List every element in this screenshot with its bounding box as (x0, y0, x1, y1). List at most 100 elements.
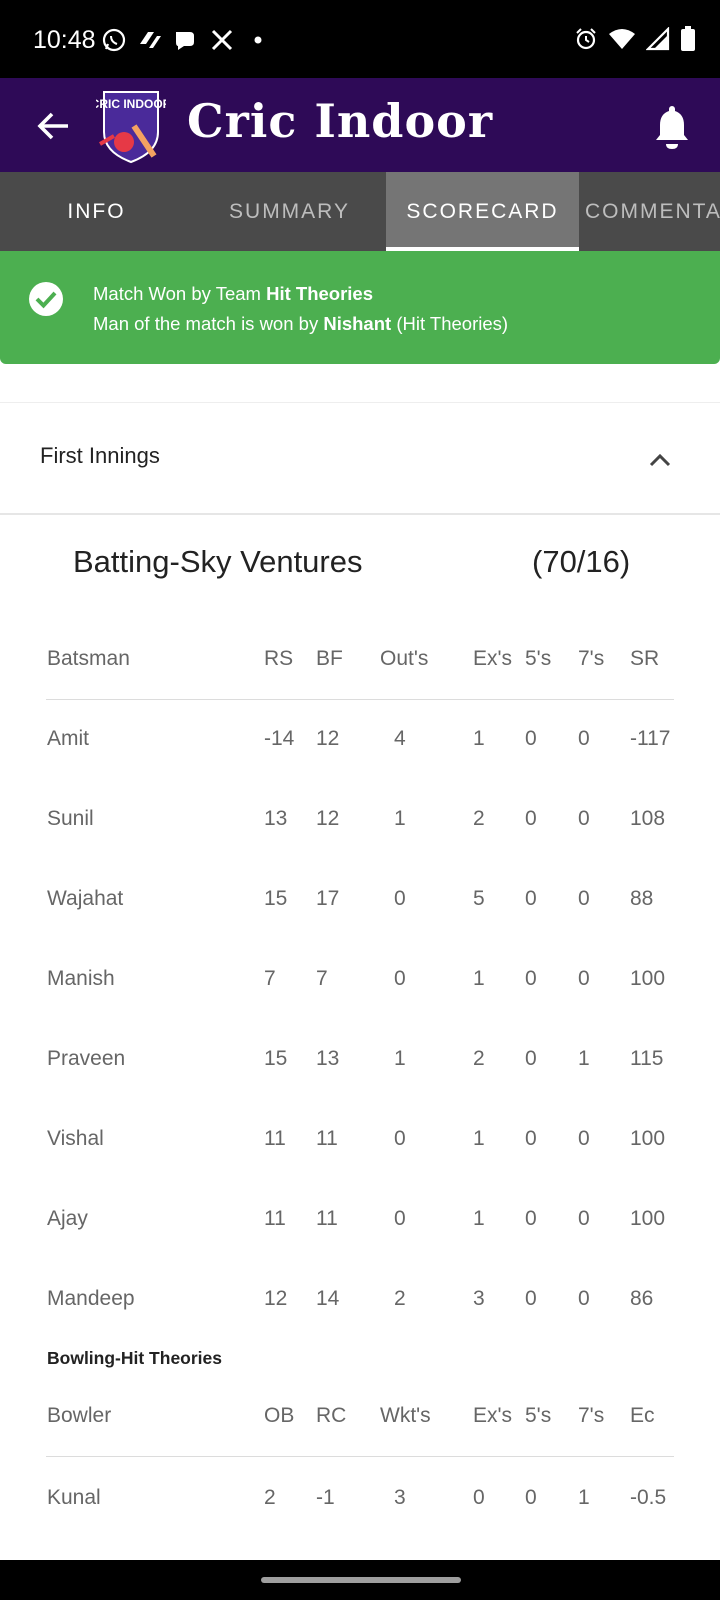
logo-text: CRIC INDOOR (96, 97, 166, 111)
table-cell: 1 (394, 1047, 406, 1070)
table-cell: -1 (316, 1486, 335, 1509)
table-row: Praveen 15 13 1 2 0 1 115 (0, 1047, 720, 1087)
header-cell: Wkt's (380, 1404, 431, 1427)
header-cell: Ex's (473, 1404, 513, 1427)
table-cell: 1 (578, 1047, 590, 1070)
notification-icons (100, 24, 272, 56)
table-cell: 1 (473, 1207, 485, 1230)
header-cell: BF (316, 647, 343, 670)
wifi-icon (608, 27, 636, 56)
table-cell: 0 (525, 1127, 537, 1150)
bowling-header-row: Bowler OB RC Wkt's Ex's 5's 7's Ec (0, 1404, 720, 1444)
table-cell: 0 (578, 887, 590, 910)
table-row: Sunil 13 12 1 2 0 0 108 (0, 807, 720, 847)
back-arrow-icon[interactable] (32, 104, 76, 148)
batsman-name: Mandeep (47, 1287, 135, 1310)
alarm-icon (574, 27, 598, 56)
table-cell: 13 (316, 1047, 340, 1070)
table-cell: 15 (264, 1047, 288, 1070)
table-row: Manish 7 7 0 1 0 0 100 (0, 967, 720, 1007)
home-gesture-handle[interactable] (261, 1577, 461, 1583)
batsman-name: Ajay (47, 1207, 88, 1230)
table-cell: 0 (578, 1287, 590, 1310)
status-time: 10:48 (33, 26, 96, 54)
check-circle-icon (29, 282, 63, 316)
chevron-up-icon[interactable] (645, 445, 675, 475)
header-cell: 5's (525, 647, 552, 670)
table-cell: -117 (630, 727, 671, 750)
tab-scorecard[interactable]: SCORECARD (386, 172, 579, 251)
header-divider (46, 699, 674, 700)
bowler-name: Kunal (47, 1486, 101, 1509)
table-cell: 0 (394, 1207, 406, 1230)
table-cell: 100 (630, 1127, 666, 1150)
table-cell: 108 (630, 807, 666, 830)
table-cell: 115 (630, 1047, 664, 1070)
x-icon (208, 26, 236, 54)
table-cell: 0 (394, 1127, 406, 1150)
table-row: Mandeep 12 14 2 3 0 0 86 (0, 1287, 720, 1327)
table-cell: 0 (578, 1207, 590, 1230)
app-title: Cric Indoor (187, 94, 494, 148)
table-cell: 11 (264, 1207, 286, 1230)
table-cell: 100 (630, 1207, 666, 1230)
batting-title: Batting-Sky Ventures (73, 544, 363, 579)
table-row: Ajay 11 11 0 1 0 0 100 (0, 1207, 720, 1247)
batsman-name: Sunil (47, 807, 94, 830)
table-cell: 0 (525, 967, 537, 990)
table-cell: -0.5 (630, 1486, 667, 1509)
table-row: Kunal 2 -1 3 0 0 1 -0.5 (0, 1486, 720, 1526)
table-cell: 0 (394, 967, 406, 990)
tab-bar: INFO SUMMARY SCORECARD COMMENTA (0, 172, 720, 251)
dot-icon (244, 26, 272, 54)
header-cell: 7's (578, 1404, 605, 1427)
result-line-2: Man of the match is won by Nishant (Hit … (93, 313, 509, 334)
header-cell: 5's (525, 1404, 552, 1427)
innings-accordion-header[interactable]: First Innings (0, 402, 720, 515)
header-cell: 7's (578, 647, 605, 670)
table-cell: 12 (316, 807, 340, 830)
table-cell: 5 (473, 887, 485, 910)
batsman-name: Praveen (47, 1047, 126, 1070)
table-cell: 2 (264, 1486, 276, 1509)
table-row: Wajahat 15 17 0 5 0 0 88 (0, 887, 720, 927)
bell-icon[interactable] (650, 102, 694, 150)
tab-commentary[interactable]: COMMENTA (585, 199, 720, 223)
result-line-1: Match Won by Team Hit Theories (93, 283, 374, 304)
table-cell: 1 (394, 807, 406, 830)
table-cell: 4 (394, 727, 406, 750)
table-cell: 17 (316, 887, 340, 910)
batsman-name: Wajahat (47, 887, 124, 910)
table-cell: 88 (630, 887, 654, 910)
tab-info[interactable]: INFO (67, 199, 126, 223)
table-cell: 0 (525, 887, 537, 910)
table-cell: 13 (264, 807, 288, 830)
tab-summary[interactable]: SUMMARY (229, 199, 350, 223)
table-cell: 2 (394, 1287, 406, 1310)
table-cell: 0 (525, 727, 537, 750)
table-cell: 0 (525, 1287, 537, 1310)
table-cell: 86 (630, 1287, 654, 1310)
table-cell: 0 (525, 1486, 537, 1509)
header-cell: Ec (630, 1404, 655, 1427)
table-cell: 0 (578, 807, 590, 830)
batsman-name: Vishal (47, 1127, 104, 1150)
header-cell: RS (264, 647, 294, 670)
header-divider (46, 1456, 674, 1457)
batsman-name: Manish (47, 967, 115, 990)
signal-icon (645, 26, 670, 56)
table-cell: 0 (525, 807, 537, 830)
header-cell: Out's (380, 647, 429, 670)
battery-icon (680, 26, 696, 57)
table-cell: 100 (630, 967, 666, 990)
whatsapp-icon (100, 26, 128, 54)
table-cell: 12 (264, 1287, 288, 1310)
app-logo: CRIC INDOOR (91, 86, 172, 171)
header-cell: OB (264, 1404, 295, 1427)
table-cell: 0 (473, 1486, 485, 1509)
chat-icon (172, 26, 200, 54)
innings-title: First Innings (40, 443, 160, 468)
table-cell: 3 (473, 1287, 485, 1310)
table-row: Vishal 11 11 0 1 0 0 100 (0, 1127, 720, 1167)
table-row: Amit -14 12 4 1 0 0 -117 (0, 727, 720, 767)
